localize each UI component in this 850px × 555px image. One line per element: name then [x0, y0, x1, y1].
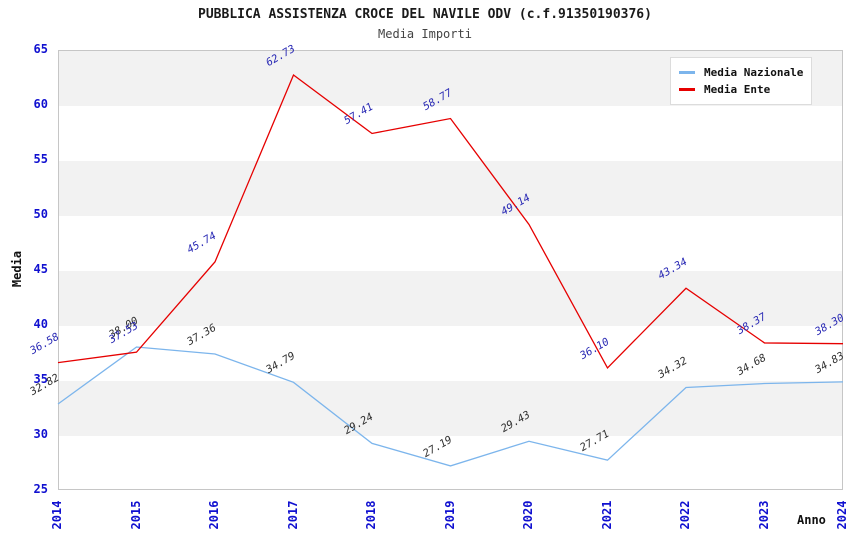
legend-label: Media Nazionale: [704, 66, 804, 79]
legend-dash-icon: [679, 71, 695, 74]
line-media-nazionale: [57, 346, 844, 467]
x-tick-2018: 2018: [364, 500, 378, 530]
x-tick-2024: 2024: [835, 500, 849, 530]
line-media-ente: [57, 73, 844, 369]
x-tick-2014: 2014: [50, 500, 64, 530]
x-tick-2015: 2015: [128, 500, 143, 530]
x-tick-2017: 2017: [285, 500, 300, 530]
chart-title: PUBBLICA ASSISTENZA CROCE DEL NAVILE ODV…: [198, 7, 652, 22]
y-tick-65: 65: [33, 42, 48, 56]
legend-item-media-nazionale: Media Nazionale: [679, 64, 807, 81]
plot-area: [58, 50, 843, 490]
x-tick-2023: 2023: [756, 500, 771, 530]
line-series-layer: [57, 73, 844, 467]
legend-item-media-ente: Media Ente: [679, 81, 807, 98]
x-axis-title: Anno: [797, 513, 826, 527]
y-tick-55: 55: [33, 152, 48, 166]
y-tick-30: 30: [33, 427, 48, 441]
y-tick-45: 45: [33, 262, 48, 276]
y-tick-60: 60: [33, 97, 48, 111]
legend-dash-icon: [679, 88, 695, 91]
point-label-media-ente-2014: 36.58: [28, 330, 62, 357]
x-tick-2019: 2019: [442, 500, 457, 530]
x-tick-2022: 2022: [678, 500, 692, 530]
y-tick-35: 35: [33, 372, 48, 386]
legend-label: Media Ente: [704, 83, 771, 96]
x-tick-2020: 2020: [521, 500, 535, 530]
legend: Media Nazionale Media Ente: [670, 57, 812, 105]
y-axis-title: Media: [10, 250, 24, 288]
y-tick-50: 50: [33, 207, 48, 221]
y-tick-40: 40: [33, 317, 48, 331]
chart-subtitle: Media Importi: [378, 27, 472, 41]
x-tick-2021: 2021: [599, 500, 614, 530]
x-tick-2016: 2016: [207, 500, 221, 530]
y-tick-25: 25: [33, 482, 48, 496]
